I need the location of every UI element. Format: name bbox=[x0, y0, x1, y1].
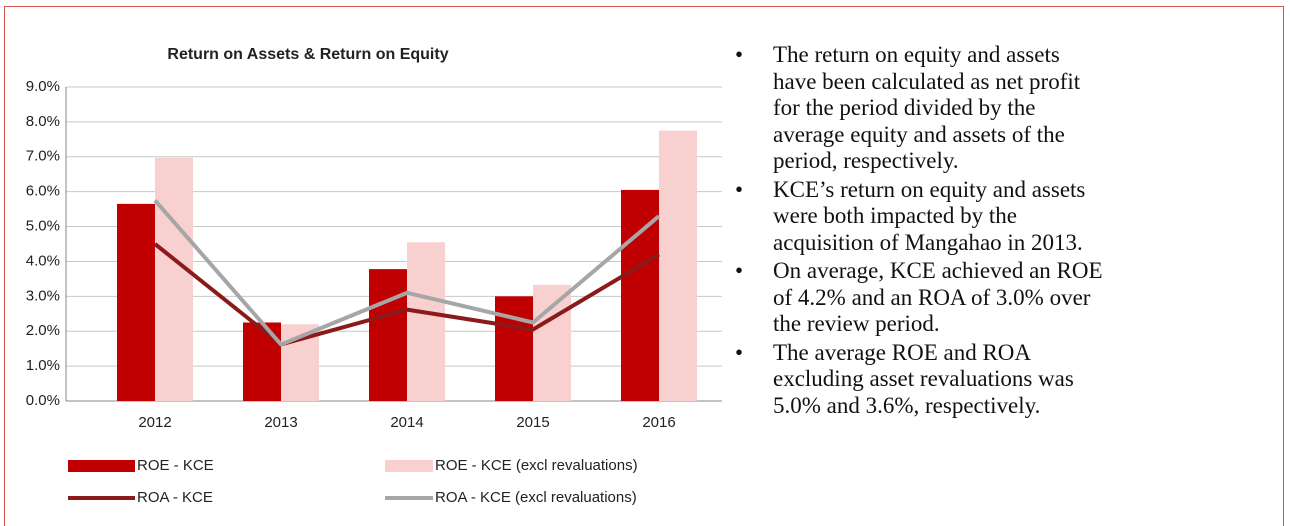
bar bbox=[369, 269, 407, 401]
y-tick-label: 8.0% bbox=[26, 113, 60, 130]
y-tick-label: 9.0% bbox=[26, 78, 60, 95]
y-tick-label: 4.0% bbox=[26, 252, 60, 269]
x-tick-label: 2016 bbox=[642, 414, 675, 431]
legend-label: ROE - KCE bbox=[137, 457, 214, 474]
bar bbox=[659, 130, 697, 401]
bar bbox=[243, 322, 281, 401]
y-tick-label: 1.0% bbox=[26, 357, 60, 374]
line bbox=[153, 199, 661, 347]
bullet: The return on equity and assets have bee… bbox=[735, 42, 1105, 175]
bullet: On average, KCE achieved an ROE of 4.2% … bbox=[735, 258, 1105, 338]
bar bbox=[495, 296, 533, 401]
legend-swatch bbox=[385, 460, 433, 472]
frame bbox=[4, 6, 1284, 526]
y-tick-label: 5.0% bbox=[26, 218, 60, 235]
bullet: KCE’s return on equity and assets were b… bbox=[735, 177, 1105, 257]
legend-label: ROE - KCE (excl revaluations) bbox=[435, 457, 638, 474]
bar bbox=[155, 157, 193, 401]
bullet: The average ROE and ROA excluding asset … bbox=[735, 340, 1105, 420]
notes: The return on equity and assets have bee… bbox=[735, 42, 1105, 421]
bar bbox=[407, 242, 445, 401]
bar bbox=[621, 189, 659, 401]
legend-label: ROA - KCE bbox=[137, 489, 213, 506]
bar bbox=[533, 284, 571, 401]
y-tick-label: 3.0% bbox=[26, 287, 60, 304]
x-tick-label: 2014 bbox=[390, 414, 423, 431]
y-tick-label: 2.0% bbox=[26, 322, 60, 339]
x-tick-label: 2012 bbox=[138, 414, 171, 431]
bar bbox=[117, 203, 155, 401]
x-tick-label: 2015 bbox=[516, 414, 549, 431]
legend-label: ROA - KCE (excl revaluations) bbox=[435, 489, 637, 506]
y-tick-label: 0.0% bbox=[26, 392, 60, 409]
chart: Return on Assets & Return on Equity 0.0%… bbox=[26, 46, 722, 506]
y-tick-label: 7.0% bbox=[26, 148, 60, 165]
chart-title: Return on Assets & Return on Equity bbox=[167, 46, 448, 63]
legend-swatch bbox=[68, 460, 135, 472]
y-tick-label: 6.0% bbox=[26, 183, 60, 200]
x-tick-label: 2013 bbox=[264, 414, 297, 431]
line bbox=[153, 242, 661, 347]
